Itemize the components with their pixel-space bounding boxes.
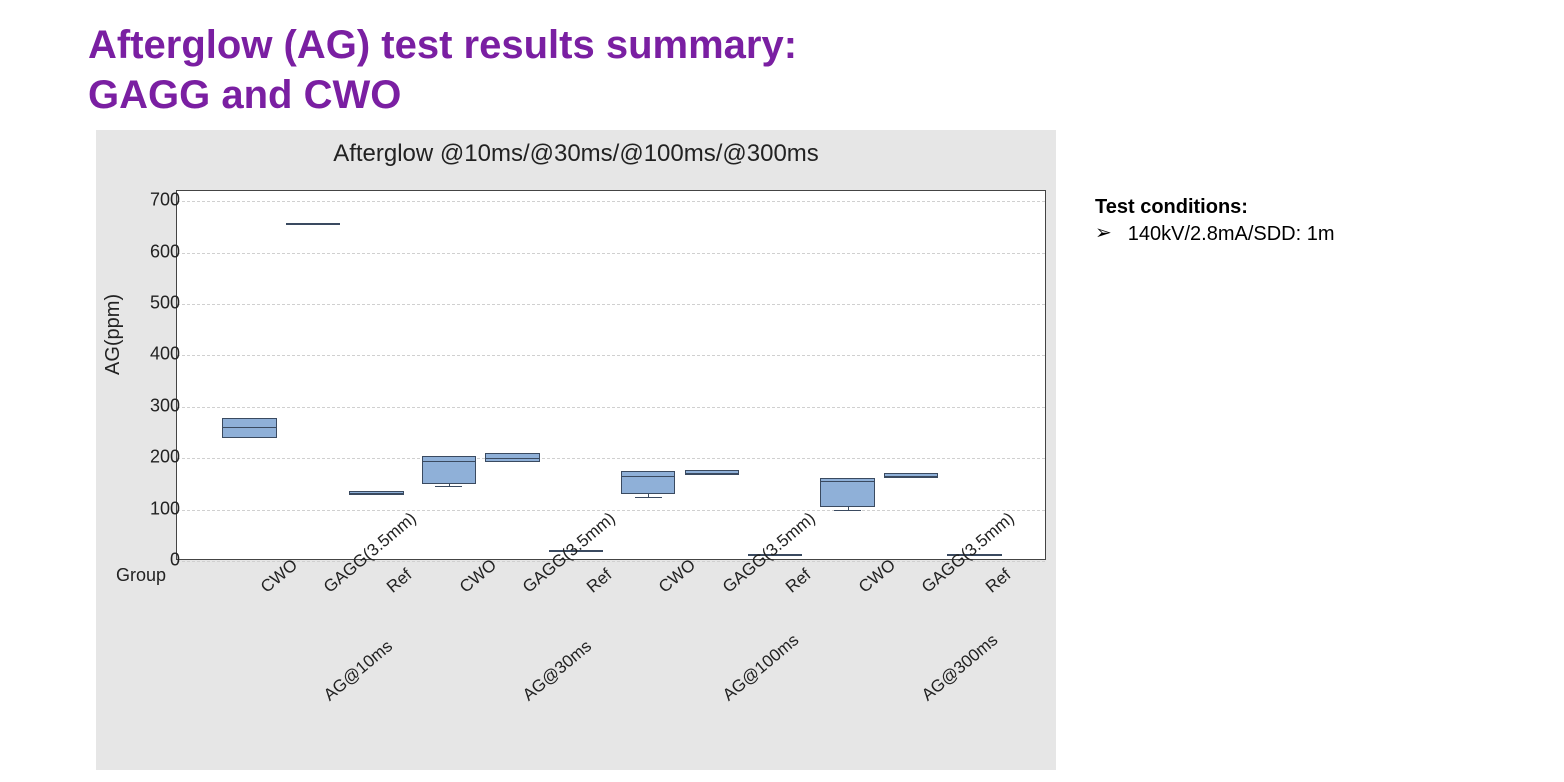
x-group-label: AG@300ms — [918, 630, 1002, 705]
gridline — [177, 201, 1045, 202]
whisker-cap — [635, 497, 662, 498]
x-category-label: Ref — [782, 565, 815, 597]
box — [621, 471, 675, 494]
median-line — [621, 476, 675, 477]
y-tick-label: 0 — [140, 550, 180, 571]
median-line — [222, 427, 276, 428]
whisker-cap — [834, 510, 861, 511]
y-tick-label: 700 — [140, 190, 180, 211]
y-tick-label: 300 — [140, 395, 180, 416]
title-line-1: Afterglow (AG) test results summary: — [88, 23, 797, 67]
whisker-cap — [435, 486, 462, 487]
median-line — [485, 458, 539, 459]
title-line-2: GAGG and CWO — [88, 73, 401, 117]
x-group-label: AG@100ms — [719, 630, 803, 705]
gridline — [177, 510, 1045, 511]
median-line — [820, 481, 874, 482]
median-line — [685, 473, 739, 474]
y-tick-label: 100 — [140, 498, 180, 519]
x-category-label: Ref — [383, 565, 416, 597]
y-tick-label: 200 — [140, 447, 180, 468]
median-line — [422, 461, 476, 462]
x-category-label: Ref — [982, 565, 1015, 597]
x-group-label: AG@10ms — [320, 636, 397, 705]
gridline — [177, 561, 1045, 562]
page-title: Afterglow (AG) test results summary: GAG… — [88, 20, 797, 120]
gridline — [177, 253, 1045, 254]
test-conditions-heading: Test conditions: — [1095, 196, 1335, 219]
chart-title: Afterglow @10ms/@30ms/@100ms/@300ms — [96, 140, 1056, 168]
plot-area — [176, 190, 1046, 560]
test-conditions-text: 140kV/2.8mA/SDD: 1m — [1128, 223, 1335, 246]
test-conditions: Test conditions: ➢ 140kV/2.8mA/SDD: 1m — [1095, 196, 1335, 246]
y-tick-label: 500 — [140, 293, 180, 314]
chart-panel: Afterglow @10ms/@30ms/@100ms/@300ms AG(p… — [96, 130, 1056, 770]
y-tick-label: 400 — [140, 344, 180, 365]
gridline — [177, 355, 1045, 356]
slide: Afterglow (AG) test results summary: GAG… — [0, 0, 1564, 782]
bullet-icon: ➢ — [1095, 223, 1112, 243]
x-group-label: AG@30ms — [519, 636, 596, 705]
median-line — [884, 476, 938, 477]
gridline — [177, 304, 1045, 305]
y-tick-label: 600 — [140, 241, 180, 262]
gridline — [177, 458, 1045, 459]
test-conditions-item: ➢ 140kV/2.8mA/SDD: 1m — [1095, 223, 1335, 246]
median-line — [349, 493, 403, 494]
gridline — [177, 407, 1045, 408]
y-axis-label: AG(ppm) — [102, 294, 125, 375]
x-category-label: Ref — [583, 565, 616, 597]
median-line — [286, 224, 340, 225]
